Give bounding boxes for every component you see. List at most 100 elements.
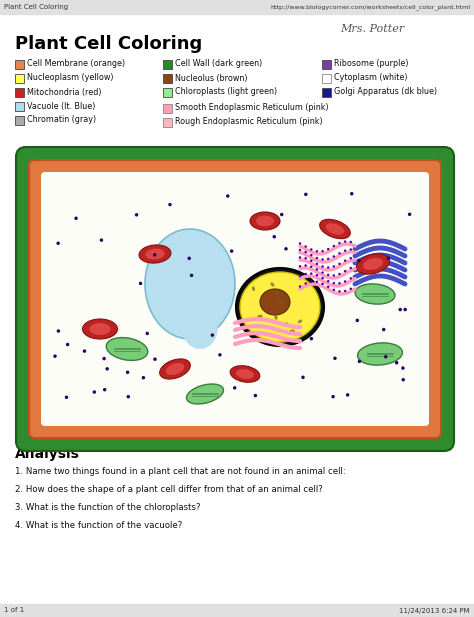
Ellipse shape (344, 280, 346, 283)
Ellipse shape (53, 354, 57, 358)
Ellipse shape (327, 274, 329, 276)
Ellipse shape (316, 268, 318, 271)
Text: 1 of 1: 1 of 1 (4, 608, 24, 613)
Ellipse shape (344, 259, 346, 262)
Ellipse shape (333, 289, 335, 291)
Ellipse shape (259, 314, 263, 319)
Bar (322, 88, 331, 96)
Ellipse shape (310, 337, 313, 341)
Text: Mrs. Potter: Mrs. Potter (340, 24, 404, 34)
Ellipse shape (316, 263, 318, 265)
Ellipse shape (256, 215, 274, 226)
Ellipse shape (304, 264, 307, 267)
Ellipse shape (304, 282, 307, 285)
Bar (0, 0, 474, 14)
Text: Golgi Apparatus (dk blue): Golgi Apparatus (dk blue) (334, 88, 437, 96)
Ellipse shape (331, 395, 335, 399)
Ellipse shape (401, 378, 405, 381)
Ellipse shape (316, 274, 318, 276)
FancyBboxPatch shape (41, 172, 429, 426)
Ellipse shape (226, 194, 229, 198)
Ellipse shape (333, 255, 335, 258)
Ellipse shape (338, 290, 341, 292)
Ellipse shape (153, 357, 157, 361)
Ellipse shape (190, 273, 193, 277)
Ellipse shape (256, 315, 260, 320)
Ellipse shape (363, 258, 383, 270)
Text: Chromatin (gray): Chromatin (gray) (27, 115, 96, 125)
Text: Smooth Endoplasmic Reticulum (pink): Smooth Endoplasmic Reticulum (pink) (175, 104, 328, 112)
Ellipse shape (349, 267, 352, 269)
Ellipse shape (301, 376, 305, 379)
Text: 11/24/2013 6:24 PM: 11/24/2013 6:24 PM (400, 608, 470, 613)
Ellipse shape (188, 257, 191, 260)
Text: Nucleolus (brown): Nucleolus (brown) (175, 73, 247, 83)
Ellipse shape (321, 265, 324, 268)
Ellipse shape (349, 288, 352, 290)
Ellipse shape (233, 386, 237, 389)
Ellipse shape (252, 286, 255, 291)
Text: Rough Endoplasmic Reticulum (pink): Rough Endoplasmic Reticulum (pink) (175, 117, 323, 126)
Ellipse shape (65, 395, 68, 399)
Text: Cell Wall (dark green): Cell Wall (dark green) (175, 59, 262, 68)
Ellipse shape (310, 265, 312, 268)
Ellipse shape (321, 271, 324, 274)
Ellipse shape (350, 192, 354, 196)
Ellipse shape (299, 249, 301, 251)
Text: Cytoplasm (white): Cytoplasm (white) (334, 73, 408, 83)
Ellipse shape (349, 257, 352, 260)
Ellipse shape (321, 258, 324, 261)
Ellipse shape (299, 256, 301, 259)
Ellipse shape (126, 371, 129, 374)
Ellipse shape (236, 369, 254, 379)
Ellipse shape (319, 219, 350, 239)
Ellipse shape (105, 367, 109, 371)
Ellipse shape (310, 272, 312, 275)
Ellipse shape (283, 323, 288, 326)
Text: Ribosome (purple): Ribosome (purple) (334, 59, 409, 68)
Ellipse shape (304, 193, 308, 196)
Ellipse shape (139, 282, 142, 285)
Ellipse shape (327, 280, 329, 283)
Ellipse shape (304, 246, 307, 248)
Ellipse shape (236, 268, 324, 346)
Ellipse shape (135, 213, 138, 217)
Ellipse shape (127, 395, 130, 399)
Ellipse shape (274, 315, 278, 320)
Ellipse shape (298, 320, 302, 323)
Ellipse shape (186, 384, 224, 404)
Text: Chloroplasts (light green): Chloroplasts (light green) (175, 88, 277, 96)
Bar (15, 88, 24, 96)
Ellipse shape (338, 263, 341, 265)
Ellipse shape (357, 343, 402, 365)
Ellipse shape (90, 323, 110, 335)
Ellipse shape (278, 301, 283, 304)
Ellipse shape (218, 353, 222, 357)
Ellipse shape (83, 349, 86, 353)
Ellipse shape (349, 277, 352, 280)
Ellipse shape (92, 391, 96, 394)
Ellipse shape (230, 366, 260, 383)
Ellipse shape (338, 252, 341, 255)
Bar (163, 88, 172, 96)
Ellipse shape (145, 229, 235, 339)
Ellipse shape (304, 251, 307, 254)
Ellipse shape (299, 242, 301, 245)
Ellipse shape (250, 212, 280, 230)
Ellipse shape (142, 376, 145, 379)
Text: Mitochondria (red): Mitochondria (red) (27, 88, 101, 96)
Text: Cell Membrane (orange): Cell Membrane (orange) (27, 59, 125, 68)
Ellipse shape (327, 267, 329, 269)
Ellipse shape (304, 273, 307, 275)
Ellipse shape (344, 290, 346, 292)
Text: Plant Cell Coloring: Plant Cell Coloring (15, 35, 202, 53)
Ellipse shape (146, 332, 149, 335)
Ellipse shape (254, 394, 257, 397)
Ellipse shape (260, 289, 290, 315)
Ellipse shape (230, 249, 233, 253)
Ellipse shape (356, 254, 390, 274)
Ellipse shape (210, 333, 214, 337)
Ellipse shape (333, 282, 335, 284)
Ellipse shape (387, 257, 390, 260)
Bar (322, 73, 331, 83)
